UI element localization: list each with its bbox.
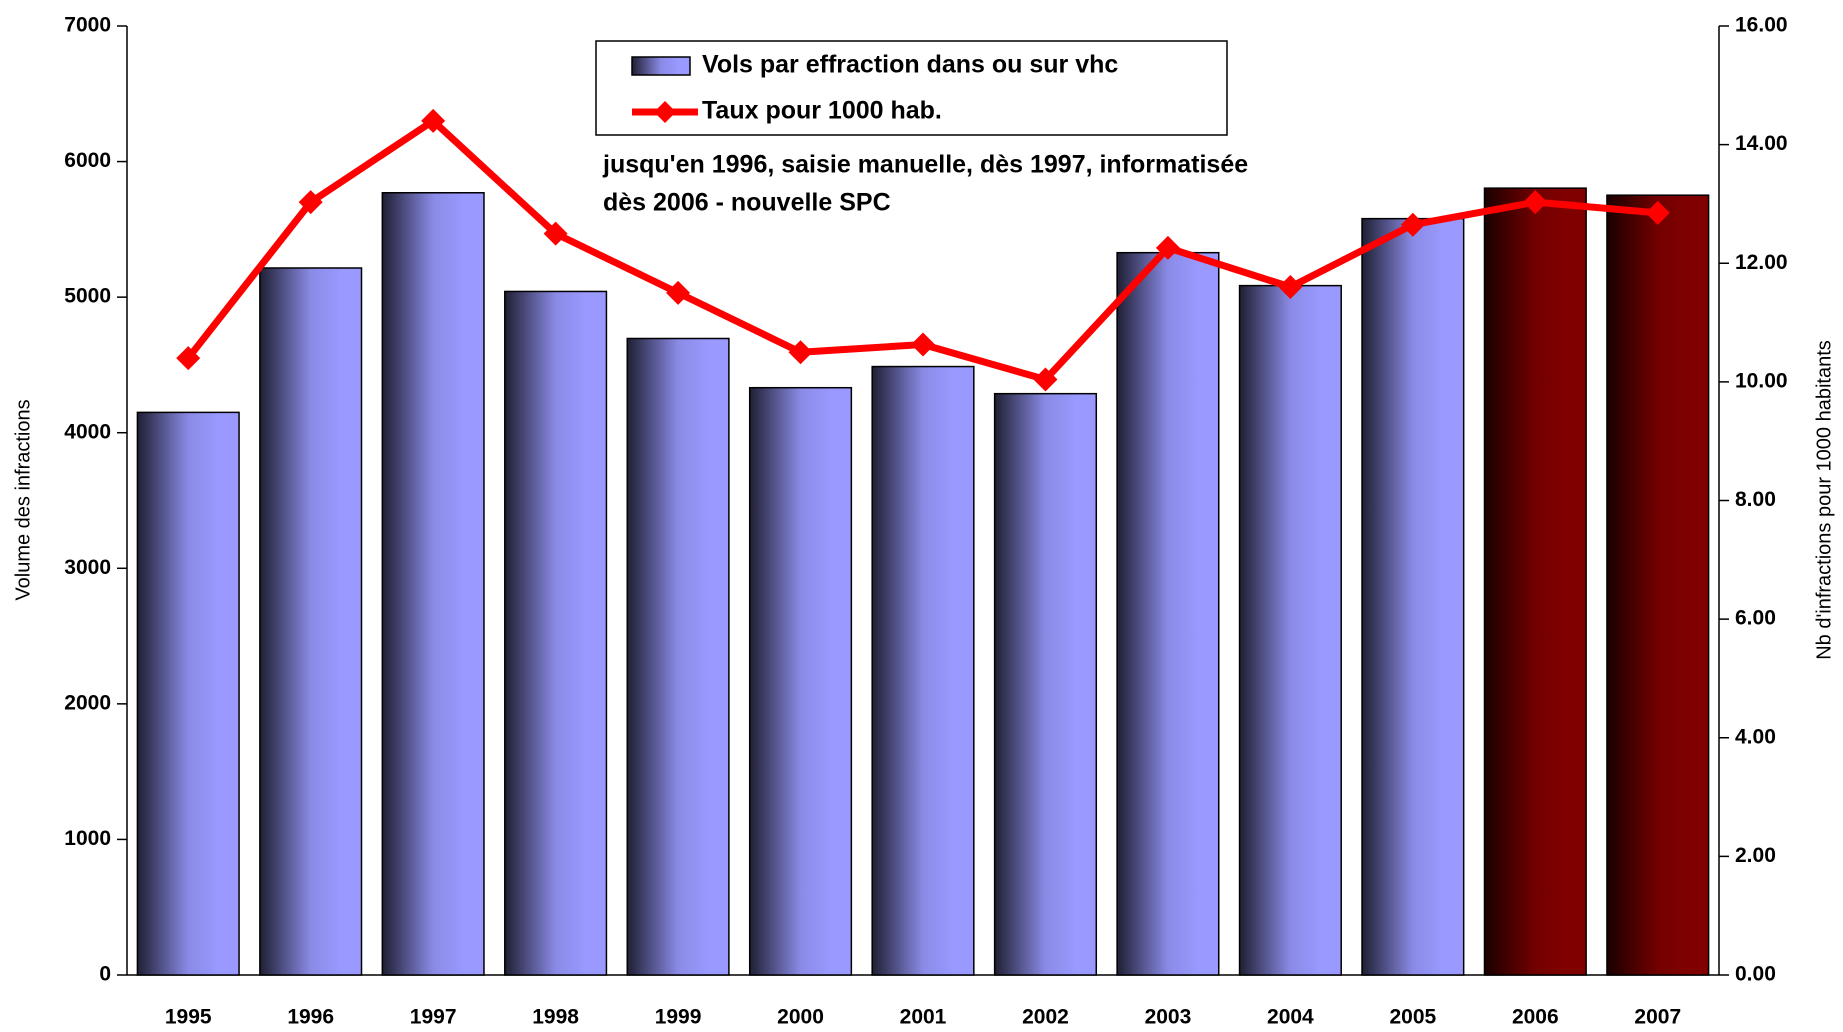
y-tick-label: 0 bbox=[99, 963, 111, 986]
bar bbox=[1606, 194, 1710, 976]
legend-label: Vols par effraction dans ou sur vhc bbox=[702, 51, 1118, 79]
bar bbox=[993, 392, 1098, 976]
y-tick-label: 5000 bbox=[64, 285, 111, 308]
x-tick-label: 1995 bbox=[165, 1006, 212, 1029]
marker bbox=[1523, 190, 1548, 215]
bar bbox=[871, 365, 975, 976]
y2-tick-label: 16.00 bbox=[1735, 14, 1788, 37]
y2-tick-label: 12.00 bbox=[1735, 251, 1788, 274]
marker bbox=[1278, 274, 1303, 299]
y2-tick-label: 4.00 bbox=[1735, 725, 1776, 748]
y2-axis-title: Nb d'infractions pour 1000 habitants bbox=[1813, 340, 1835, 660]
x-tick-label: 1997 bbox=[410, 1006, 457, 1029]
annotation: dès 2006 - nouvelle SPC bbox=[603, 189, 891, 217]
marker bbox=[1155, 235, 1180, 260]
marker bbox=[543, 221, 568, 246]
y2-tick-label: 0.00 bbox=[1735, 963, 1776, 986]
bar bbox=[381, 192, 485, 976]
y2-tick-label: 6.00 bbox=[1735, 607, 1776, 630]
x-tick-label: 2003 bbox=[1145, 1006, 1192, 1029]
bar bbox=[626, 337, 730, 976]
y2-tick-label: 2.00 bbox=[1735, 844, 1776, 867]
x-tick-label: 2007 bbox=[1634, 1006, 1681, 1029]
x-tick-label: 1999 bbox=[655, 1006, 702, 1029]
x-tick-label: 2004 bbox=[1267, 1006, 1314, 1029]
marker bbox=[176, 346, 201, 371]
y2-tick-label: 10.00 bbox=[1735, 369, 1788, 392]
legend-swatch bbox=[631, 56, 691, 76]
legend-marker bbox=[654, 101, 676, 123]
bar bbox=[1238, 284, 1342, 976]
bar bbox=[136, 411, 240, 976]
x-tick-label: 2001 bbox=[900, 1006, 947, 1029]
y2-tick-label: 14.00 bbox=[1735, 132, 1788, 155]
y-tick-label: 7000 bbox=[64, 14, 111, 37]
bar bbox=[504, 290, 608, 976]
bar bbox=[1361, 217, 1465, 976]
y-tick-label: 1000 bbox=[64, 827, 111, 850]
x-tick-label: 2000 bbox=[777, 1006, 824, 1029]
x-tick-label: 1996 bbox=[287, 1006, 334, 1029]
marker bbox=[1645, 200, 1670, 225]
x-tick-label: 2005 bbox=[1389, 1006, 1436, 1029]
marker bbox=[1400, 212, 1425, 237]
y-tick-label: 4000 bbox=[64, 420, 111, 443]
marker bbox=[788, 340, 813, 365]
x-tick-label: 2002 bbox=[1022, 1006, 1069, 1029]
x-tick-label: 2006 bbox=[1512, 1006, 1559, 1029]
legend-label: Taux pour 1000 hab. bbox=[702, 97, 942, 125]
legend: Vols par effraction dans ou sur vhc Taux … bbox=[595, 40, 1228, 136]
legend-box bbox=[595, 40, 1228, 136]
y-tick-label: 6000 bbox=[64, 149, 111, 172]
marker bbox=[666, 280, 691, 305]
y-axis-title: Volume des infractions bbox=[12, 399, 34, 600]
marker bbox=[911, 332, 935, 357]
marker bbox=[298, 190, 323, 215]
marker bbox=[421, 108, 446, 133]
y-tick-label: 2000 bbox=[64, 691, 111, 714]
x-tick-label: 1998 bbox=[532, 1006, 579, 1029]
bar bbox=[259, 267, 363, 976]
bar bbox=[1483, 187, 1587, 976]
bar bbox=[748, 386, 853, 976]
annotation: jusqu'en 1996, saisie manuelle, dès 1997… bbox=[602, 151, 1248, 179]
y-tick-label: 3000 bbox=[64, 556, 111, 579]
y2-tick-label: 8.00 bbox=[1735, 488, 1776, 511]
bar bbox=[1116, 251, 1220, 976]
marker bbox=[1033, 367, 1058, 392]
